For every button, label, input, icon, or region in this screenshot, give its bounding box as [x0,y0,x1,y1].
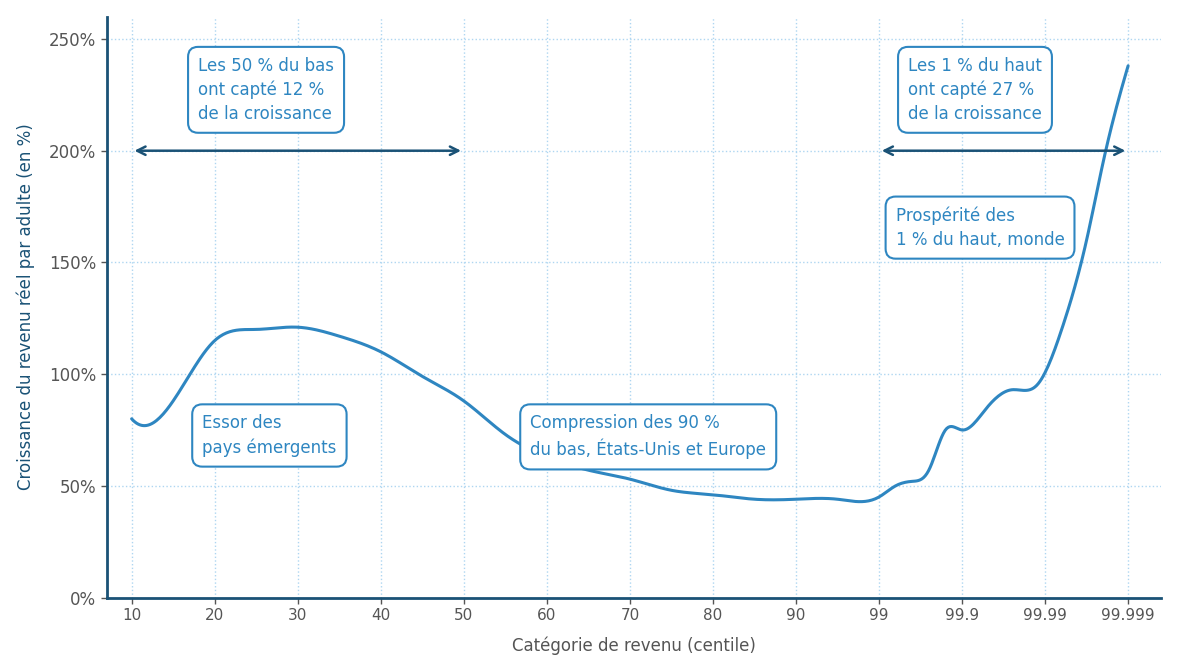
Y-axis label: Croissance du revenu réel par adulte (en %): Croissance du revenu réel par adulte (en… [16,124,35,491]
Text: Les 1 % du haut
ont capté 27 %
de la croissance: Les 1 % du haut ont capté 27 % de la cro… [908,57,1041,123]
Text: Prospérité des
1 % du haut, monde: Prospérité des 1 % du haut, monde [895,206,1065,249]
Text: Essor des
pays émergents: Essor des pays émergents [203,415,337,457]
Text: Les 50 % du bas
ont capté 12 %
de la croissance: Les 50 % du bas ont capté 12 % de la cro… [198,57,335,123]
Text: Compression des 90 %
du bas, États-Unis et Europe: Compression des 90 % du bas, États-Unis … [530,415,766,460]
X-axis label: Catégorie de revenu (centile): Catégorie de revenu (centile) [512,637,756,655]
